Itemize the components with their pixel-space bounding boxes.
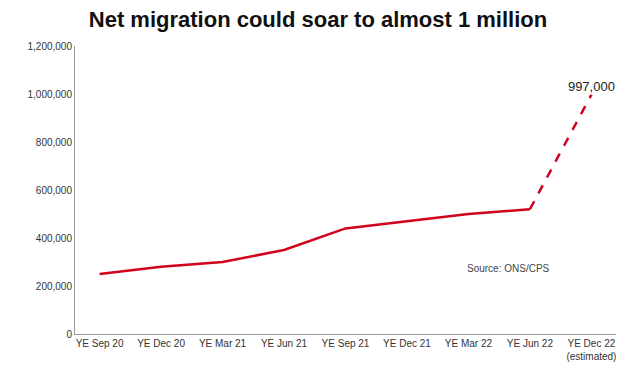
svg-text:Source: ONS/CPS: Source: ONS/CPS (467, 263, 550, 274)
svg-text:1,200,000: 1,200,000 (28, 41, 73, 52)
svg-text:YE Jun 22: YE Jun 22 (507, 338, 554, 349)
svg-text:YE Mar 22: YE Mar 22 (445, 338, 493, 349)
svg-text:YE Mar 21: YE Mar 21 (199, 338, 247, 349)
svg-text:YE Sep 21: YE Sep 21 (322, 338, 370, 349)
svg-text:400,000: 400,000 (36, 233, 73, 244)
svg-text:0: 0 (66, 329, 72, 340)
svg-text:YE Dec 20: YE Dec 20 (137, 338, 185, 349)
svg-text:Net migration could soar to al: Net migration could soar to almost 1 mil… (89, 7, 547, 32)
svg-text:997,000: 997,000 (568, 79, 615, 94)
svg-text:YE Sep 20: YE Sep 20 (76, 338, 124, 349)
svg-text:YE Jun 21: YE Jun 21 (261, 338, 308, 349)
svg-text:YE Dec 22(estimated): YE Dec 22(estimated) (566, 338, 616, 362)
svg-text:600,000: 600,000 (36, 185, 73, 196)
svg-text:YE Dec 21: YE Dec 21 (383, 338, 431, 349)
svg-text:1,000,000: 1,000,000 (28, 89, 73, 100)
svg-text:200,000: 200,000 (36, 281, 73, 292)
svg-text:800,000: 800,000 (36, 137, 73, 148)
